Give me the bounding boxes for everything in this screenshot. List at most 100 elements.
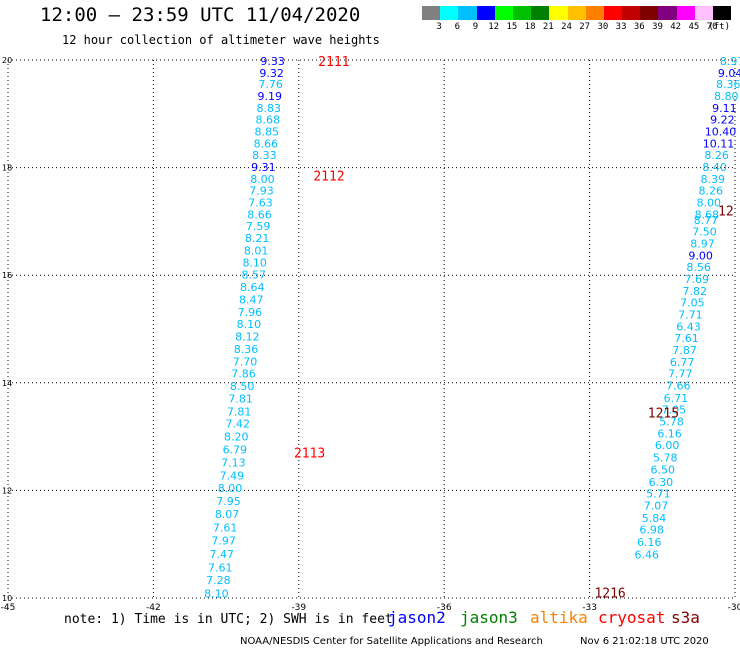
satellite-cryosat: cryosat: [598, 608, 666, 627]
wave-height-label: 8.12: [235, 331, 260, 344]
legend-swatch: [458, 6, 477, 20]
wave-height-label: 6.16: [637, 536, 662, 549]
wave-height-label: 8.64: [240, 281, 265, 294]
wave-height-label: 8.56: [686, 261, 711, 274]
wave-height-label: 7.42: [225, 418, 250, 431]
wave-height-label: 8.68: [695, 208, 720, 221]
legend-swatch: [658, 6, 677, 20]
x-tick-label: -42: [146, 603, 161, 613]
wave-height-label: 8.85: [255, 126, 280, 139]
wave-height-label: 8.10: [204, 588, 229, 601]
wave-height-label: 8.00: [697, 197, 722, 210]
legend-swatch: [531, 6, 550, 20]
track-label: 1215: [648, 406, 679, 421]
wave-height-label: 10.11: [703, 137, 735, 150]
satellite-jason2: jason2: [388, 608, 446, 627]
legend-label: 45: [688, 22, 700, 32]
wave-height-label: 8.21: [245, 232, 270, 245]
wave-height-label: 7.86: [231, 368, 256, 381]
wave-height-label: 7.47: [209, 548, 234, 561]
legend-label: 70: [706, 22, 718, 32]
wave-height-label: 5.84: [642, 512, 667, 525]
satellite-altika: altika: [530, 608, 588, 627]
wave-height-label: 7.61: [208, 561, 233, 574]
legend-label: 36: [633, 22, 645, 32]
x-tick-label: -45: [1, 603, 16, 613]
units-note: note: 1) Time is in UTC; 2) SWH is in fe…: [64, 612, 393, 627]
wave-height-label: 8.80: [714, 90, 739, 103]
wave-height-label: 7.66: [666, 379, 691, 392]
wave-height-label: 8.10: [242, 256, 267, 269]
legend-swatch: [676, 6, 695, 20]
track-label: 2112: [313, 170, 344, 185]
wave-height-label: 7.82: [683, 285, 708, 298]
wave-height-label: 7.97: [211, 534, 236, 547]
wave-height-label: 7.93: [249, 185, 274, 198]
wave-height-label: 7.28: [206, 574, 231, 587]
wave-height-label: 7.13: [221, 456, 246, 469]
legend-label: 24: [561, 22, 572, 32]
wave-height-label: 8.77: [694, 214, 719, 227]
legend-swatch: [713, 6, 732, 20]
wave-height-label: 7.81: [227, 405, 252, 418]
y-tick-label: 20: [2, 56, 12, 65]
wave-height-label: 7.61: [674, 332, 699, 345]
wave-height-label: 8.39: [700, 173, 725, 186]
legend-label: 39: [652, 22, 663, 32]
legend-label: 21: [542, 22, 554, 32]
wave-height-label: 7.59: [246, 220, 271, 233]
wave-height-label: 7.95: [216, 495, 241, 508]
legend-label: 15: [506, 22, 518, 32]
legend-label: 18: [524, 22, 536, 32]
wave-height-label: 9.32: [259, 67, 284, 80]
legend-label: (ft): [708, 22, 731, 32]
wave-height-label: 8.00: [250, 173, 275, 186]
wave-height-label: 5.78: [659, 416, 684, 429]
wave-height-label: 9.31: [251, 161, 276, 174]
track-label: 1216: [594, 587, 625, 602]
legend-label: 12: [488, 22, 500, 32]
legend-swatch: [476, 6, 495, 20]
wave-height-label: 5.71: [646, 488, 671, 501]
legend-swatch: [494, 6, 513, 20]
chart-subtitle: 12 hour collection of altimeter wave hei…: [62, 33, 380, 47]
wave-height-label: 9.11: [712, 102, 737, 115]
legend-label: 3: [436, 22, 442, 32]
track-label: 2111: [318, 55, 349, 70]
wave-height-label: 6.16: [657, 427, 682, 440]
color-scale-legend: [422, 6, 732, 20]
generated-timestamp: Nov 6 21:02:18 UTC 2020: [580, 636, 709, 647]
wave-height-label: 8.07: [215, 508, 240, 521]
satellite-s3a: s3a: [671, 608, 700, 627]
wave-height-label: 5.78: [653, 452, 678, 465]
wave-height-label: 8.26: [704, 149, 729, 162]
legend-label: 27: [579, 22, 591, 32]
wave-height-label: 9.04: [718, 67, 740, 80]
wave-height-label: 7.49: [220, 469, 245, 482]
wave-height-label: 6.98: [639, 524, 664, 537]
wave-height-label: 7.05: [680, 297, 705, 310]
wave-height-label: 7.96: [238, 306, 263, 319]
legend-swatch: [694, 6, 713, 20]
wave-height-label: 7.61: [213, 522, 238, 535]
legend-label: 42: [670, 22, 682, 32]
wave-height-label: 10.40: [705, 126, 737, 139]
legend-swatch: [567, 6, 586, 20]
wave-height-label: 8.66: [254, 137, 279, 150]
chart-title: 12:00 — 23:59 UTC 11/04/2020: [40, 4, 361, 26]
wave-height-label: 7.50: [692, 226, 717, 239]
wave-height-label: 7.76: [258, 78, 283, 91]
wave-height-label: 6.43: [676, 320, 701, 333]
wave-height-label: 8.97: [720, 55, 740, 68]
wave-height-label: 7.69: [684, 273, 709, 286]
wave-height-label: 6.30: [649, 476, 674, 489]
legend-swatch: [440, 6, 459, 20]
wave-height-label: 7.63: [248, 197, 273, 210]
wave-height-label: 8.01: [244, 244, 269, 257]
wave-height-label: 8.50: [230, 380, 255, 393]
y-tick-label: 12: [2, 486, 12, 495]
wave-height-label: 7.05: [662, 404, 687, 417]
wave-height-label: 9.19: [257, 90, 282, 103]
legend-swatch: [603, 6, 623, 20]
wave-height-label: 8.20: [224, 431, 249, 444]
